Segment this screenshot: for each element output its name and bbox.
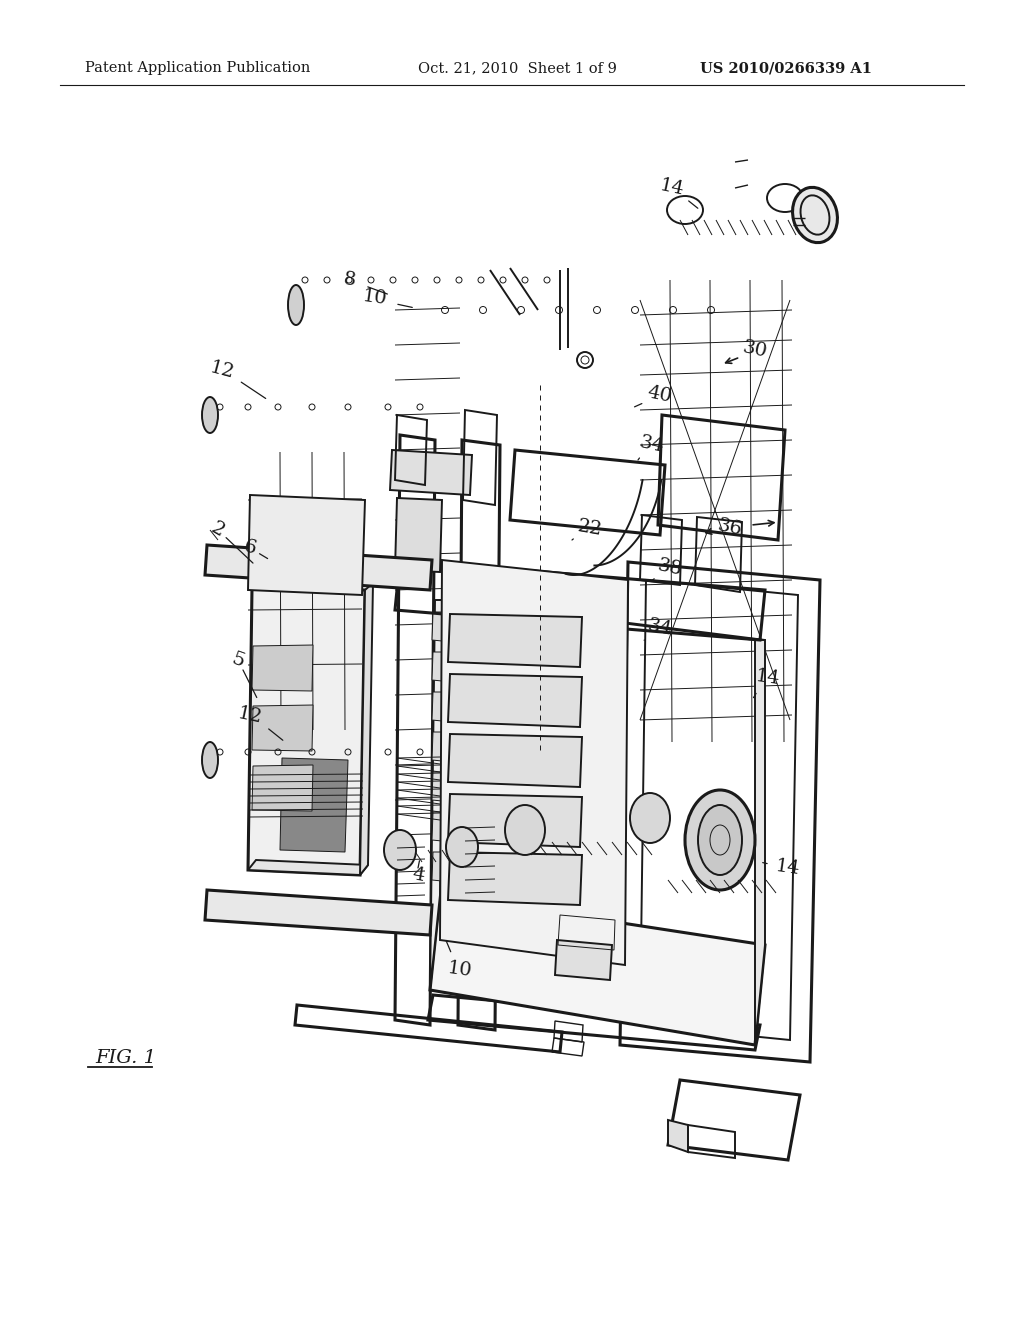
Polygon shape <box>280 758 348 851</box>
Text: 14: 14 <box>774 858 802 879</box>
Text: Patent Application Publication: Patent Application Publication <box>85 61 310 75</box>
Text: 36: 36 <box>716 516 744 540</box>
Polygon shape <box>430 601 445 990</box>
Text: US 2010/0266339 A1: US 2010/0266339 A1 <box>700 61 872 75</box>
Text: FIG. 1: FIG. 1 <box>95 1049 156 1067</box>
Ellipse shape <box>288 285 304 325</box>
Text: 30: 30 <box>741 339 769 362</box>
Polygon shape <box>555 940 612 979</box>
Polygon shape <box>449 795 582 847</box>
Text: 34: 34 <box>638 433 666 457</box>
Ellipse shape <box>793 187 838 243</box>
Text: 10: 10 <box>361 288 388 309</box>
Polygon shape <box>248 495 365 595</box>
Text: Oct. 21, 2010  Sheet 1 of 9: Oct. 21, 2010 Sheet 1 of 9 <box>418 61 616 75</box>
Polygon shape <box>432 812 443 841</box>
Text: 22: 22 <box>577 517 604 539</box>
Polygon shape <box>205 545 432 590</box>
Polygon shape <box>449 734 582 787</box>
Text: 34: 34 <box>646 616 674 639</box>
Polygon shape <box>432 612 443 642</box>
Text: 5: 5 <box>229 649 247 671</box>
Polygon shape <box>432 851 443 880</box>
Polygon shape <box>252 766 313 810</box>
Polygon shape <box>449 851 582 906</box>
Ellipse shape <box>698 805 742 875</box>
Ellipse shape <box>384 830 416 870</box>
Text: 14: 14 <box>658 177 686 199</box>
Text: 40: 40 <box>646 384 674 407</box>
Polygon shape <box>248 587 365 875</box>
Polygon shape <box>449 614 582 667</box>
Text: 38: 38 <box>656 557 684 579</box>
Polygon shape <box>668 1119 688 1152</box>
Polygon shape <box>360 583 373 875</box>
Ellipse shape <box>446 828 478 867</box>
Polygon shape <box>205 890 432 935</box>
Text: 14: 14 <box>755 668 781 689</box>
Polygon shape <box>432 692 443 721</box>
Ellipse shape <box>685 789 755 890</box>
Polygon shape <box>432 733 443 762</box>
Polygon shape <box>432 652 443 681</box>
Polygon shape <box>390 450 472 495</box>
Text: 8: 8 <box>343 271 357 290</box>
Ellipse shape <box>202 742 218 777</box>
Polygon shape <box>432 772 443 801</box>
Text: 12: 12 <box>236 705 264 727</box>
Polygon shape <box>755 640 765 1045</box>
Polygon shape <box>248 861 368 875</box>
Polygon shape <box>430 895 765 1045</box>
Ellipse shape <box>630 793 670 843</box>
Ellipse shape <box>505 805 545 855</box>
Polygon shape <box>252 645 313 690</box>
Polygon shape <box>449 675 582 727</box>
Text: 10: 10 <box>446 960 473 981</box>
Polygon shape <box>395 498 442 572</box>
Ellipse shape <box>202 397 218 433</box>
Text: 2: 2 <box>208 519 228 541</box>
Polygon shape <box>252 705 313 751</box>
Text: 4: 4 <box>411 865 426 884</box>
Text: 12: 12 <box>208 358 237 381</box>
Text: 6: 6 <box>242 537 258 558</box>
Polygon shape <box>440 560 628 965</box>
